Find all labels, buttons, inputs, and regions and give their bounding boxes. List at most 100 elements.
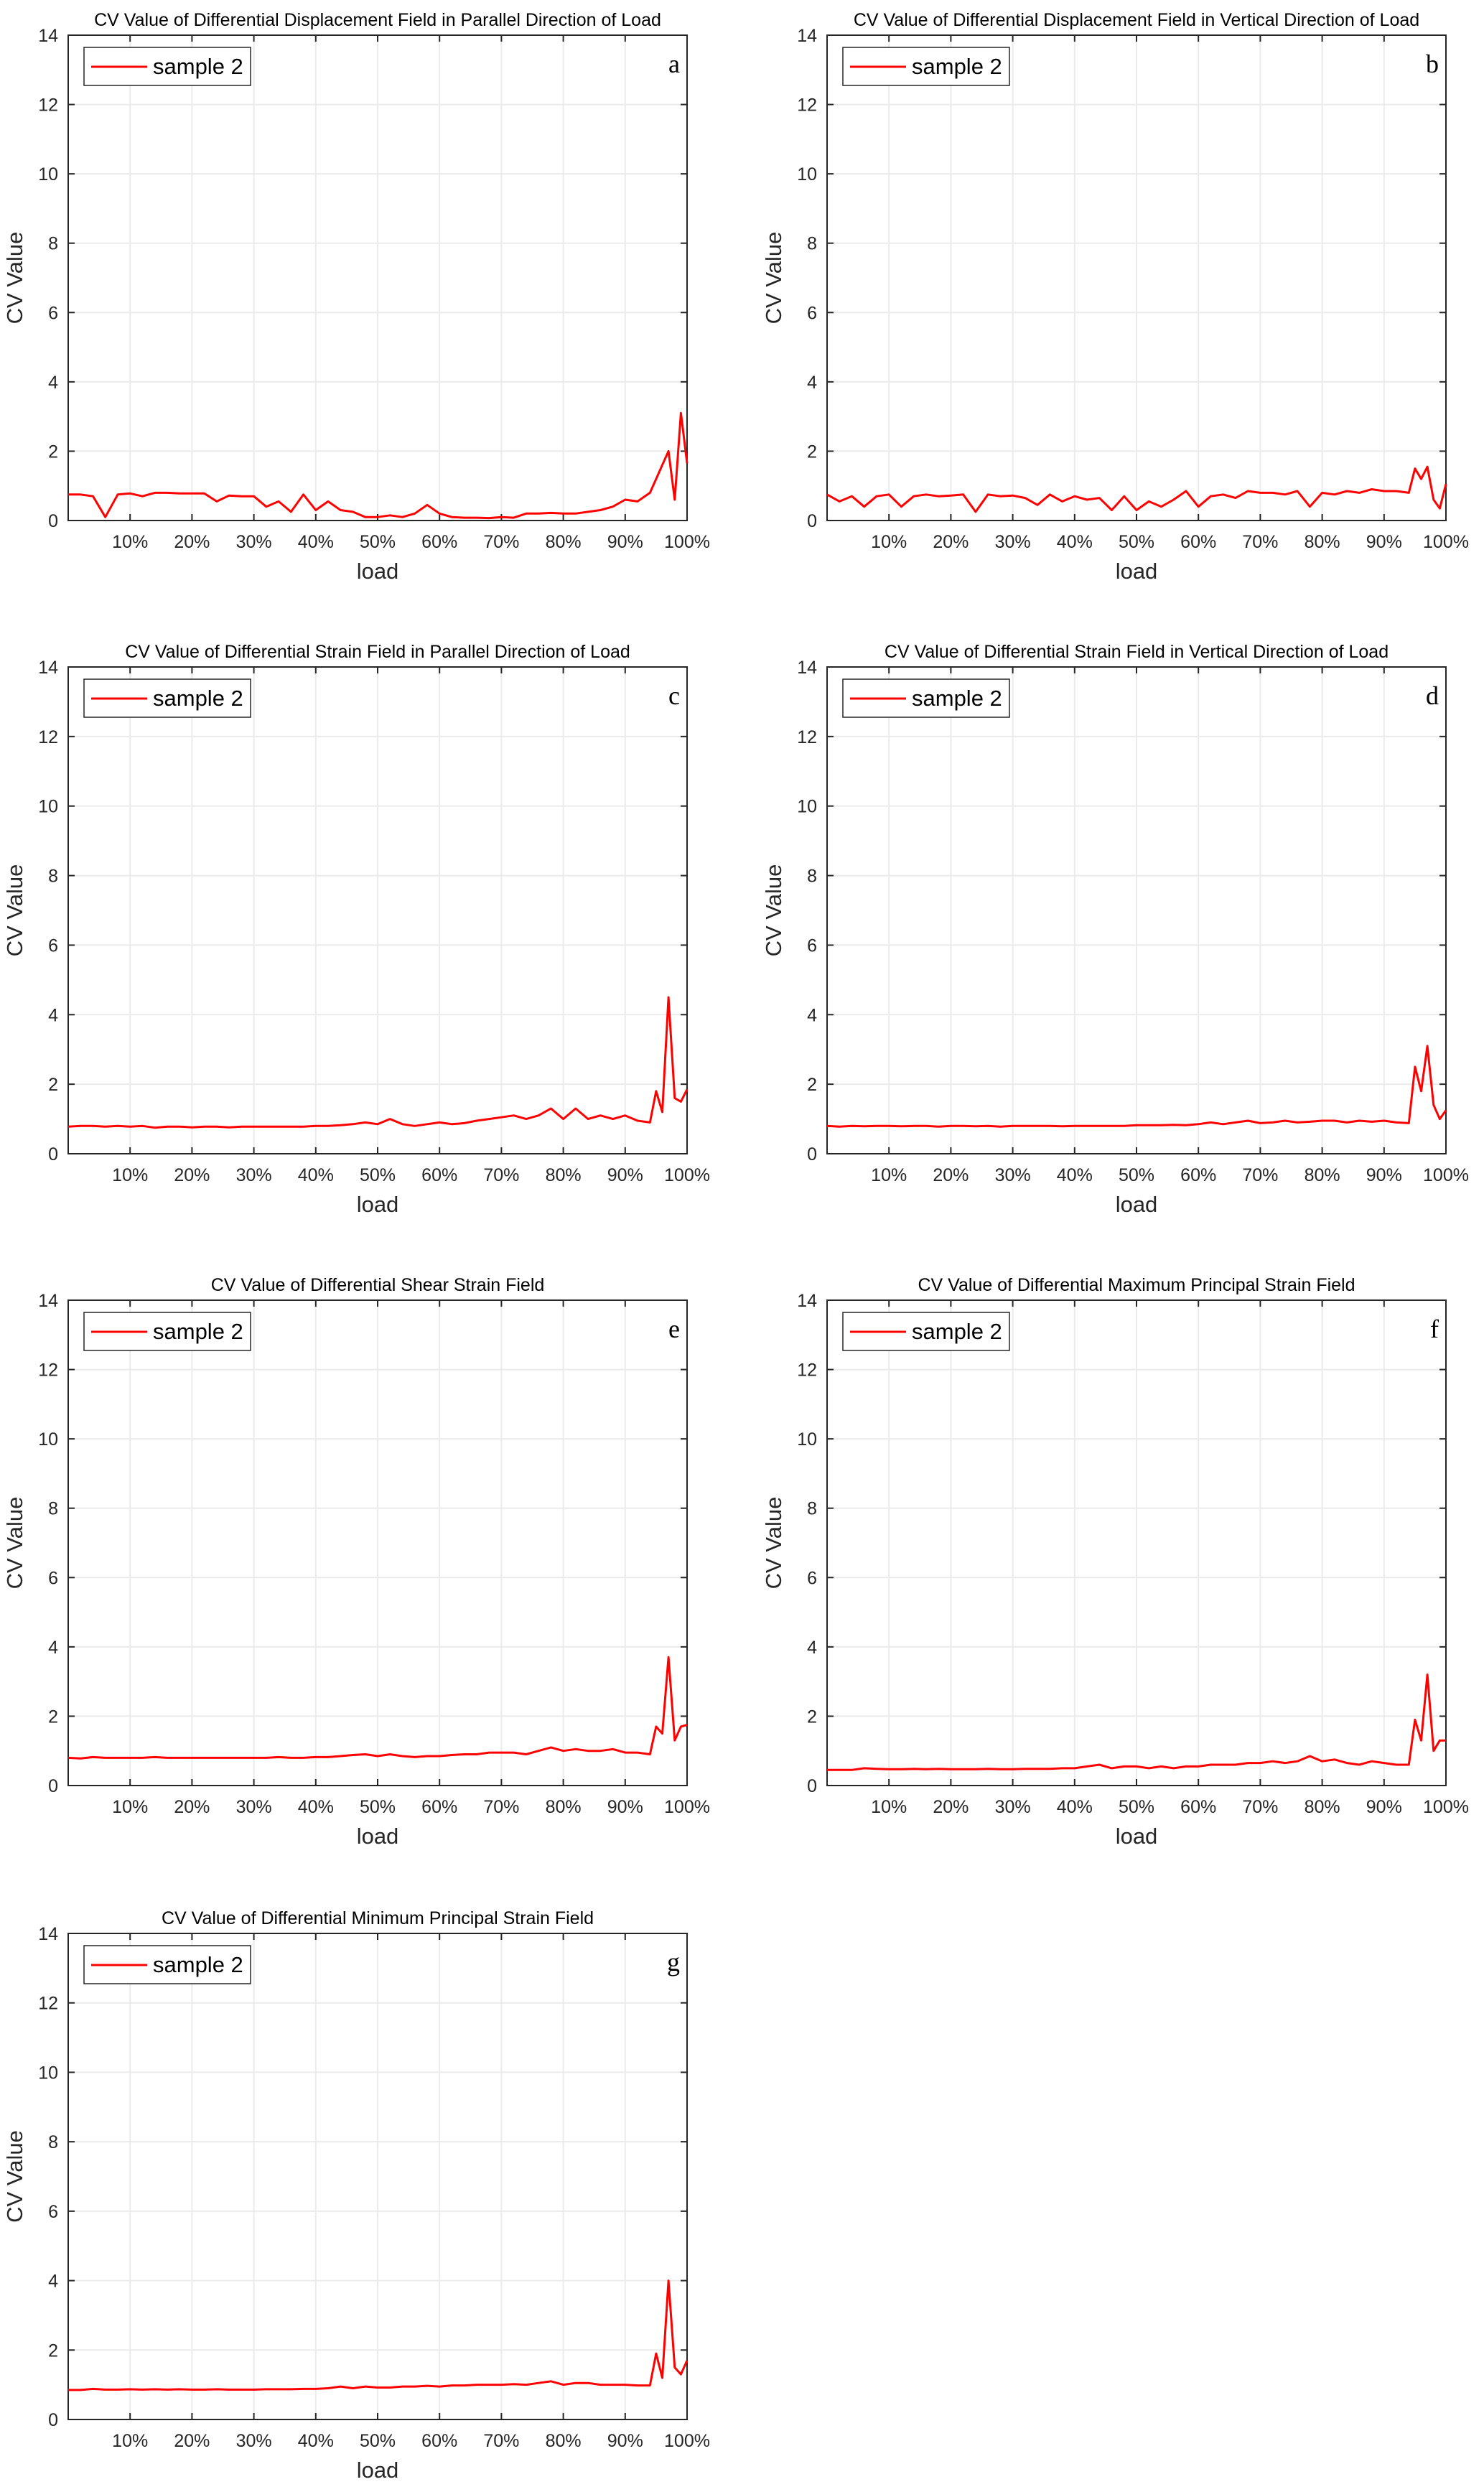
x-tick-label: 100% (664, 532, 710, 552)
x-tick-label: 70% (483, 2431, 519, 2451)
x-tick-label: 60% (421, 1797, 457, 1817)
legend-label: sample 2 (153, 686, 243, 711)
x-tick-label: 30% (995, 532, 1031, 552)
y-tick-label: 14 (797, 658, 817, 678)
y-tick-label: 8 (807, 1499, 817, 1519)
chart-title: CV Value of Differential Displacement Fi… (94, 10, 661, 30)
x-tick-label: 20% (174, 1797, 210, 1817)
x-tick-label: 60% (1180, 1797, 1216, 1817)
x-tick-label: 70% (1242, 532, 1278, 552)
x-tick-label: 30% (236, 532, 272, 552)
x-tick-label: 10% (871, 532, 907, 552)
x-tick-label: 70% (483, 1797, 519, 1817)
x-tick-label: 50% (1119, 1165, 1154, 1185)
x-tick-label: 30% (995, 1165, 1031, 1185)
y-tick-label: 4 (807, 1005, 817, 1025)
y-tick-label: 12 (38, 95, 58, 116)
chart-title: CV Value of Differential Shear Strain Fi… (211, 1275, 545, 1295)
y-tick-label: 6 (807, 1568, 817, 1588)
series-line-sample-2 (67, 996, 689, 1129)
x-tick-label: 30% (236, 1797, 272, 1817)
x-tick-label: 100% (1423, 532, 1469, 552)
x-axis-label: load (1116, 1192, 1158, 1217)
y-tick-label: 2 (807, 1707, 817, 1727)
legend-label: sample 2 (153, 1952, 243, 1977)
x-tick-label: 30% (236, 2431, 272, 2451)
x-tick-label: 100% (664, 1165, 710, 1185)
axes-box (67, 34, 688, 521)
y-tick-label: 0 (807, 511, 817, 531)
panel-letter: f (1430, 1315, 1439, 1343)
x-axis-label: load (1116, 1824, 1158, 1849)
panel-letter: b (1426, 50, 1439, 78)
x-tick-label: 50% (360, 1797, 396, 1817)
x-tick-label: 10% (112, 2431, 148, 2451)
y-axis-label: CV Value (2, 232, 27, 325)
y-tick-label: 6 (48, 1568, 58, 1588)
y-tick-label: 4 (807, 373, 817, 393)
x-tick-label: 80% (546, 1165, 582, 1185)
legend-label: sample 2 (912, 54, 1002, 79)
y-tick-label: 0 (48, 511, 58, 531)
y-tick-label: 14 (38, 1924, 58, 1944)
y-tick-label: 0 (48, 1776, 58, 1796)
y-tick-label: 10 (797, 797, 817, 817)
x-tick-label: 50% (1119, 1797, 1154, 1817)
y-tick-label: 2 (48, 1075, 58, 1095)
chart-panel-c: 0 2 4 6 8 10 12 14 10% 20% 30% 40% 50% 60% 70% 80% 90% 10… (2, 642, 710, 1217)
y-tick-label: 10 (38, 1429, 58, 1450)
x-tick-label: 50% (360, 1165, 396, 1185)
x-tick-label: 80% (1305, 1165, 1340, 1185)
x-tick-label: 90% (607, 2431, 643, 2451)
x-axis-label: load (357, 1192, 399, 1217)
x-tick-label: 100% (1423, 1165, 1469, 1185)
x-tick-label: 90% (1366, 1165, 1402, 1185)
x-tick-label: 70% (483, 532, 519, 552)
y-axis-label: CV Value (2, 1497, 27, 1590)
y-tick-label: 8 (807, 867, 817, 887)
y-tick-label: 0 (48, 1144, 58, 1165)
y-tick-label: 0 (807, 1144, 817, 1165)
legend-label: sample 2 (153, 54, 243, 79)
x-tick-label: 70% (1242, 1797, 1278, 1817)
y-tick-label: 10 (38, 797, 58, 817)
panel-letter: d (1426, 681, 1439, 710)
series-line-sample-2 (68, 411, 689, 520)
y-tick-label: 0 (48, 2410, 58, 2430)
y-tick-label: 2 (48, 2341, 58, 2361)
axes-box (67, 1933, 688, 2420)
series-line-sample-2 (68, 2279, 689, 2391)
y-tick-label: 14 (38, 26, 58, 46)
axes-box (826, 1299, 1447, 1786)
y-tick-label: 4 (48, 2272, 58, 2292)
panel-letter: g (667, 1948, 680, 1977)
x-tick-label: 80% (1305, 1797, 1340, 1817)
y-axis-label: CV Value (2, 864, 27, 957)
chart-panel-f: 0 2 4 6 8 10 12 14 10% 20% 30% 40% 50% 60% 70% 80% 90% 10… (761, 1275, 1469, 1849)
x-tick-label: 70% (483, 1165, 519, 1185)
x-tick-label: 40% (1057, 532, 1093, 552)
x-tick-label: 10% (871, 1797, 907, 1817)
x-tick-label: 40% (298, 1797, 334, 1817)
x-axis-label: load (357, 2458, 399, 2483)
y-axis-label: CV Value (761, 232, 786, 325)
panel-letter: a (668, 50, 680, 78)
y-tick-label: 14 (797, 1291, 817, 1311)
y-tick-label: 10 (797, 1429, 817, 1450)
y-tick-label: 6 (48, 303, 58, 323)
y-tick-label: 8 (48, 867, 58, 887)
x-tick-label: 60% (421, 1165, 457, 1185)
y-tick-label: 14 (797, 26, 817, 46)
x-tick-label: 10% (112, 1165, 148, 1185)
x-tick-label: 90% (607, 1165, 643, 1185)
series-line-sample-2 (827, 1674, 1446, 1771)
chart-panel-b: 0 2 4 6 8 10 12 14 10% 20% 30% 40% 50% 60% 70% 80% 90% 10… (761, 10, 1469, 584)
y-tick-label: 0 (807, 1776, 817, 1796)
x-tick-label: 60% (1180, 532, 1216, 552)
y-tick-label: 4 (48, 1005, 58, 1025)
legend-label: sample 2 (912, 1319, 1002, 1344)
y-axis-label: CV Value (761, 1497, 786, 1590)
y-tick-label: 10 (38, 2063, 58, 2083)
legend-label: sample 2 (912, 686, 1002, 711)
